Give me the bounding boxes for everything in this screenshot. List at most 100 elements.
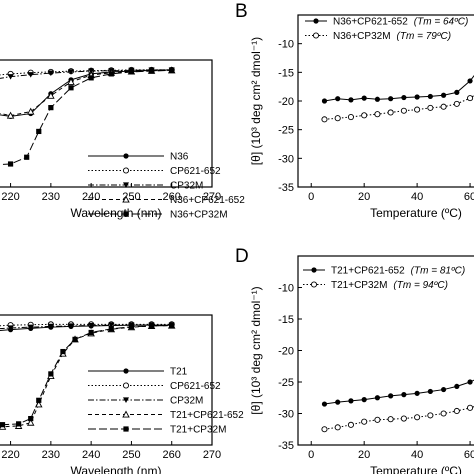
legend-marker xyxy=(310,281,318,288)
legend-marker xyxy=(123,368,129,374)
data-point xyxy=(374,416,381,423)
legend-tm-label: (Tm = 94ºC) xyxy=(393,280,448,291)
x-tick-label: 230 xyxy=(42,191,60,203)
x-tick-label: 20 xyxy=(358,191,370,203)
data-point xyxy=(454,383,460,390)
data-point xyxy=(148,68,155,74)
x-tick-label: 270 xyxy=(203,191,221,203)
x-axis-label: Temperature (ºC) xyxy=(370,206,462,220)
data-point xyxy=(88,329,94,336)
plot-area xyxy=(321,74,474,123)
panel-c: 210220230240250260270Wavelength (nm)T21C… xyxy=(0,314,244,474)
series-line-n36+cp32m xyxy=(324,94,474,120)
data-point xyxy=(28,415,34,422)
y-tick-label: -20 xyxy=(278,96,294,108)
data-point xyxy=(72,336,78,342)
plot-area xyxy=(0,321,176,430)
data-point xyxy=(335,399,341,405)
x-tick-label: 250 xyxy=(122,449,140,461)
legend-label: T21+CP32M (Tm = 94ºC) xyxy=(331,280,448,291)
data-point xyxy=(60,348,66,355)
legend-label: CP621-652 xyxy=(170,166,221,177)
data-point xyxy=(427,104,434,111)
series-line-cp32m xyxy=(0,324,172,330)
data-point xyxy=(374,395,381,401)
data-point xyxy=(0,422,6,428)
y-tick-label: -30 xyxy=(278,409,294,421)
legend-marker xyxy=(122,195,130,203)
series-line-n36+cp32m xyxy=(0,69,172,166)
x-tick-label: 260 xyxy=(163,191,181,203)
data-point xyxy=(387,109,394,116)
data-point xyxy=(427,412,434,419)
data-point xyxy=(334,115,341,122)
series-line-t21+cp621-652 xyxy=(0,325,172,428)
legend-marker xyxy=(122,382,130,389)
data-point xyxy=(148,323,155,329)
x-tick-label: 230 xyxy=(42,449,60,461)
legend-marker xyxy=(123,397,129,403)
data-point xyxy=(414,94,420,100)
data-point xyxy=(334,424,341,431)
y-tick-label: -15 xyxy=(278,314,294,326)
data-point xyxy=(388,96,394,102)
data-point xyxy=(27,324,34,331)
y-tick-label: -25 xyxy=(278,125,294,137)
data-point xyxy=(453,407,460,415)
y-tick-label: -30 xyxy=(278,153,294,165)
legend-label: CP32M xyxy=(170,181,203,192)
x-tick-label: 0 xyxy=(308,449,314,461)
plot-frame-c xyxy=(0,314,213,446)
data-point xyxy=(7,74,14,80)
data-point xyxy=(16,421,22,427)
data-point xyxy=(388,393,394,399)
data-point xyxy=(348,398,354,404)
series-line-cp32m xyxy=(0,69,172,79)
data-point xyxy=(400,415,407,422)
data-point xyxy=(36,128,42,135)
data-point xyxy=(427,388,433,395)
y-tick-label: -35 xyxy=(278,182,294,194)
y-axis-label: [θ] (10³ deg cm² dmol⁻¹) xyxy=(249,286,263,414)
legend-marker xyxy=(123,426,129,432)
legend-marker xyxy=(123,211,129,217)
data-point xyxy=(440,103,447,110)
x-tick-label: 220 xyxy=(1,191,19,203)
legend-marker xyxy=(312,32,320,39)
legend-label: CP621-652 xyxy=(170,381,221,392)
legend-tm-label: (Tm = 81ºC) xyxy=(411,266,466,277)
legend-label: T21+CP621-652 xyxy=(170,410,244,421)
data-point xyxy=(24,154,30,160)
data-point xyxy=(374,96,381,102)
data-point xyxy=(414,390,420,396)
data-point xyxy=(68,323,74,329)
data-point xyxy=(401,392,407,398)
panel-a: 210220230240250260270Wavelength (nm)N36C… xyxy=(0,59,245,221)
legend-label: T21+CP32M xyxy=(170,425,226,436)
data-point xyxy=(27,72,34,78)
data-point xyxy=(47,70,54,77)
data-point xyxy=(36,397,42,403)
data-point xyxy=(453,100,460,107)
data-point xyxy=(48,105,54,111)
legend-tm-label: (Tm = 79ºC) xyxy=(397,31,452,42)
panel-letter-b: B xyxy=(235,1,248,22)
data-point xyxy=(7,161,14,167)
data-point xyxy=(128,69,135,75)
y-tick-label: -15 xyxy=(278,67,294,79)
y-tick-label: -35 xyxy=(278,440,294,452)
legend-label: CP32M xyxy=(170,396,203,407)
x-axis-label: Wavelength (nm) xyxy=(71,206,162,220)
series-line-n36+cp621-652 xyxy=(324,74,474,102)
panel-b: B 0 20 40 60 -10 -15 -20 -25 -30 -35 Temperature (º… xyxy=(235,1,474,220)
data-point xyxy=(321,401,328,407)
x-axis-label: Wavelength (nm) xyxy=(71,464,162,474)
data-point xyxy=(361,397,367,403)
data-point xyxy=(347,421,354,428)
data-point xyxy=(321,98,328,104)
series-line-t21+cp32m xyxy=(324,406,474,430)
data-point xyxy=(467,78,473,84)
data-point xyxy=(335,96,341,102)
x-tick-label: 240 xyxy=(82,191,100,203)
